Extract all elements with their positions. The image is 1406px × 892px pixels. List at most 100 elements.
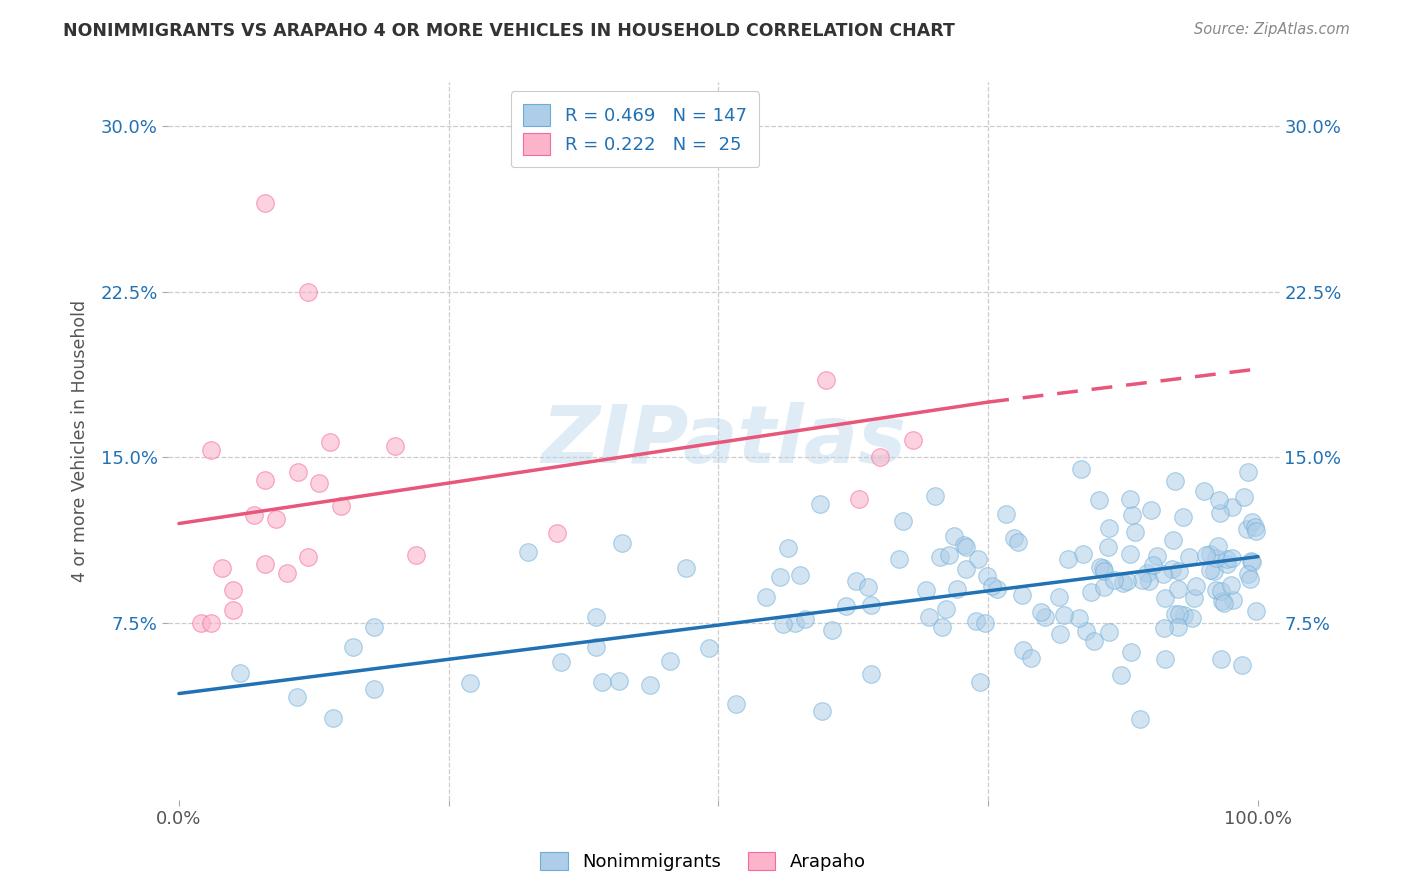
Point	[1097, 540, 1119, 554]
Point	[638, 678, 661, 692]
Point	[1244, 519, 1267, 533]
Point	[264, 512, 287, 526]
Point	[976, 569, 998, 583]
Point	[675, 561, 697, 575]
Point	[793, 612, 815, 626]
Point	[1220, 500, 1243, 514]
Point	[287, 690, 309, 704]
Point	[1161, 562, 1184, 576]
Point	[1073, 547, 1095, 561]
Point	[1002, 531, 1025, 545]
Point	[1205, 550, 1227, 565]
Point	[946, 582, 969, 597]
Point	[1011, 642, 1033, 657]
Point	[1031, 605, 1053, 619]
Y-axis label: 4 or more Vehicles in Household: 4 or more Vehicles in Household	[72, 300, 89, 582]
Point	[1236, 567, 1258, 582]
Point	[1119, 548, 1142, 562]
Point	[1152, 567, 1174, 582]
Point	[1088, 559, 1111, 574]
Point	[981, 579, 1004, 593]
Point	[1091, 560, 1114, 574]
Point	[915, 582, 938, 597]
Point	[1153, 651, 1175, 665]
Point	[1173, 608, 1195, 623]
Point	[860, 598, 883, 612]
Point	[1241, 516, 1264, 530]
Point	[1136, 566, 1159, 580]
Point	[769, 569, 792, 583]
Text: NONIMMIGRANTS VS ARAPAHO 4 OR MORE VEHICLES IN HOUSEHOLD CORRELATION CHART: NONIMMIGRANTS VS ARAPAHO 4 OR MORE VEHIC…	[63, 22, 955, 40]
Point	[1173, 509, 1195, 524]
Point	[1204, 564, 1226, 578]
Point	[297, 549, 319, 564]
Point	[1241, 555, 1264, 569]
Point	[815, 373, 838, 387]
Point	[1230, 658, 1253, 673]
Point	[755, 590, 778, 604]
Point	[931, 620, 953, 634]
Point	[1215, 552, 1237, 566]
Point	[699, 640, 721, 655]
Point	[967, 551, 990, 566]
Point	[969, 675, 991, 690]
Point	[1112, 576, 1135, 591]
Point	[1233, 490, 1256, 504]
Point	[1206, 539, 1229, 553]
Legend: Nonimmigrants, Arapaho: Nonimmigrants, Arapaho	[533, 845, 873, 879]
Point	[953, 538, 976, 552]
Point	[901, 433, 924, 447]
Point	[986, 582, 1008, 597]
Point	[965, 615, 987, 629]
Point	[211, 560, 233, 574]
Point	[835, 599, 858, 614]
Point	[1167, 620, 1189, 634]
Text: Source: ZipAtlas.com: Source: ZipAtlas.com	[1194, 22, 1350, 37]
Point	[200, 442, 222, 457]
Point	[1236, 522, 1258, 536]
Point	[1161, 533, 1184, 547]
Point	[190, 615, 212, 630]
Point	[1182, 591, 1205, 606]
Point	[889, 552, 911, 566]
Point	[1118, 492, 1140, 507]
Point	[1240, 554, 1263, 568]
Point	[1239, 572, 1261, 586]
Point	[783, 616, 806, 631]
Point	[1164, 474, 1187, 488]
Point	[1137, 574, 1160, 589]
Point	[1246, 524, 1268, 538]
Point	[1208, 493, 1230, 508]
Point	[222, 582, 245, 597]
Point	[955, 562, 977, 576]
Point	[1070, 462, 1092, 476]
Point	[1088, 492, 1111, 507]
Point	[405, 548, 427, 562]
Point	[329, 499, 352, 513]
Point	[1167, 582, 1189, 597]
Point	[1102, 573, 1125, 587]
Point	[228, 666, 250, 681]
Point	[1129, 712, 1152, 726]
Point	[200, 615, 222, 630]
Point	[1076, 624, 1098, 638]
Point	[658, 654, 681, 668]
Point	[1164, 607, 1187, 621]
Point	[808, 497, 831, 511]
Point	[1146, 549, 1168, 563]
Point	[1168, 607, 1191, 621]
Point	[1109, 668, 1132, 682]
Point	[1142, 558, 1164, 573]
Point	[955, 540, 977, 554]
Point	[1094, 564, 1116, 578]
Point	[322, 711, 344, 725]
Point	[1092, 580, 1115, 594]
Point	[1019, 650, 1042, 665]
Point	[1047, 591, 1070, 605]
Point	[1140, 503, 1163, 517]
Point	[585, 640, 607, 654]
Point	[1083, 633, 1105, 648]
Point	[1098, 625, 1121, 640]
Point	[943, 529, 966, 543]
Point	[319, 435, 342, 450]
